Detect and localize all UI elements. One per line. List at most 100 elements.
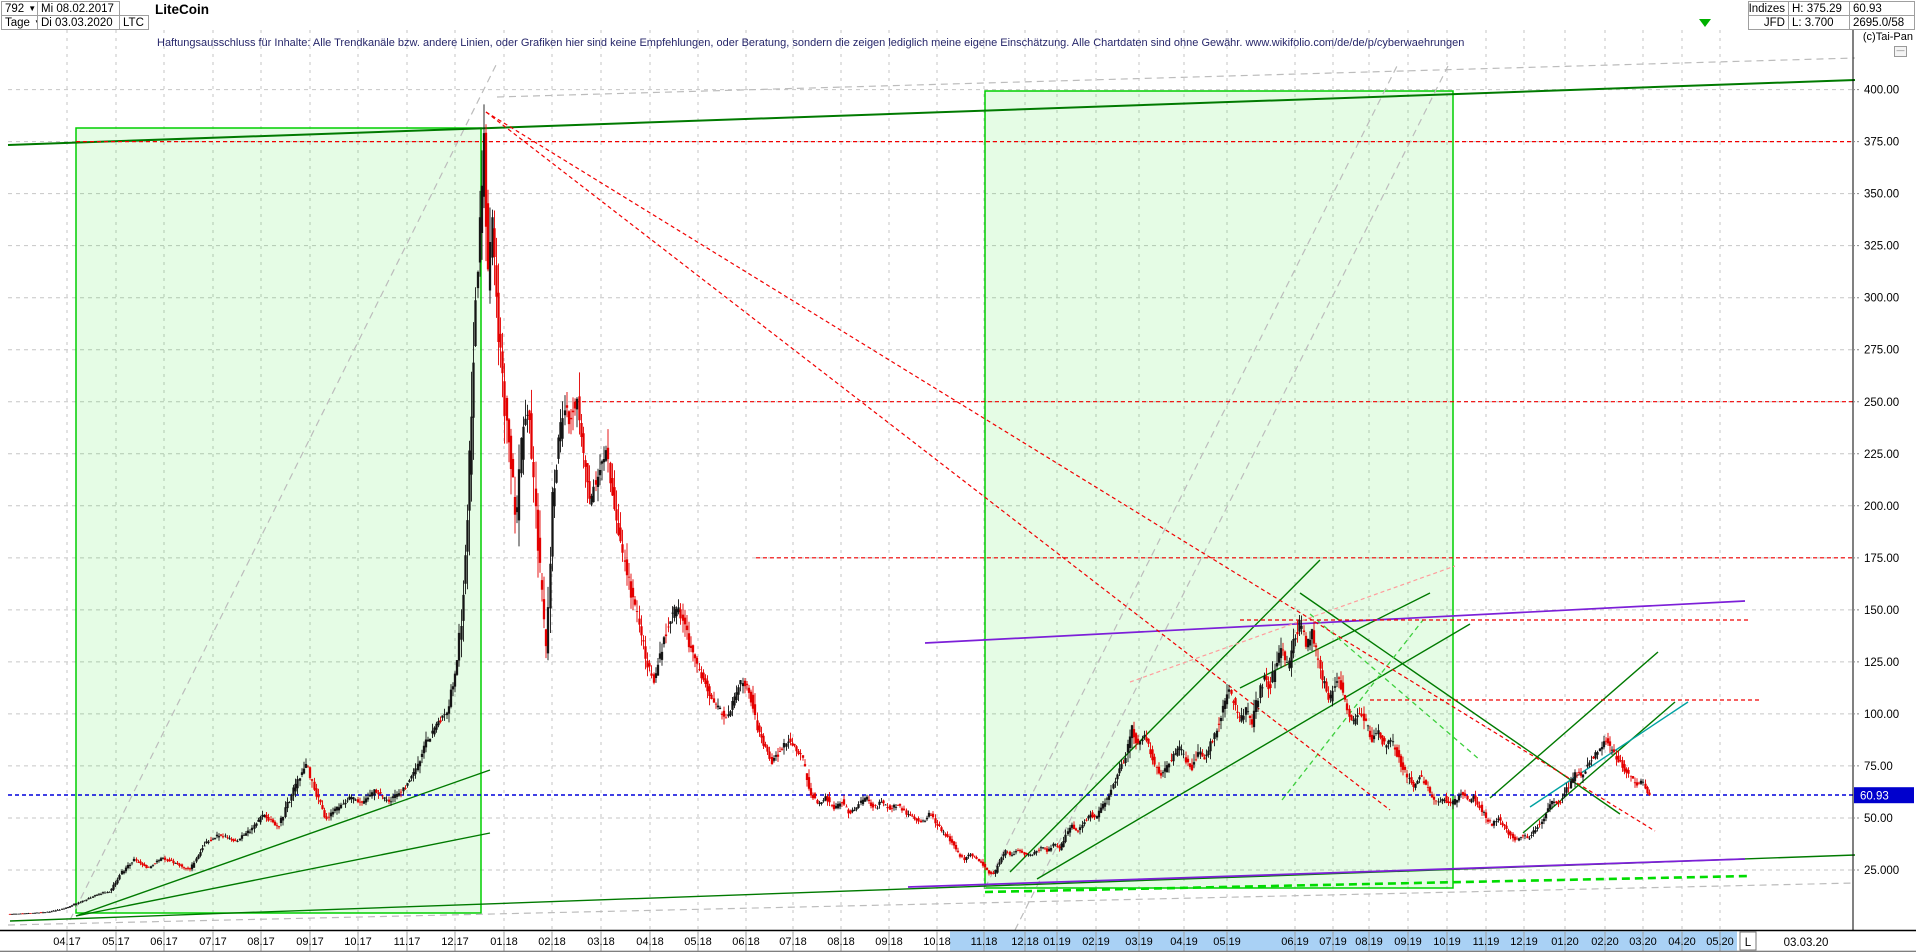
x-axis-label: 11.18 xyxy=(971,936,998,948)
x-axis-label: 08.19 xyxy=(1355,936,1383,948)
grid-lines xyxy=(8,30,1853,930)
y-axis-label: 325.00 xyxy=(1864,241,1899,253)
trend-line-cyan xyxy=(1529,701,1689,808)
y-axis-label: 250.00 xyxy=(1864,397,1899,409)
x-axis-label: 07.17 xyxy=(199,936,227,948)
date-range-highlight xyxy=(950,931,1737,951)
y-axis-label: 75.00 xyxy=(1864,761,1893,773)
x-axis-label: 04.17 xyxy=(53,936,81,948)
y-axis-label: 400.00 xyxy=(1864,85,1899,97)
chevron-down-icon: ▼ xyxy=(28,4,37,13)
x-axis-label: 09.18 xyxy=(875,936,903,948)
trend-channel-boxes xyxy=(75,90,1454,914)
trend-lines xyxy=(7,57,1856,931)
x-axis-label: 12.19 xyxy=(1510,936,1538,948)
x-axis-label: 04.20 xyxy=(1668,936,1696,948)
x-axis-label: 03.19 xyxy=(1125,936,1153,948)
bars-count-value: 792 xyxy=(5,2,25,15)
x-axis-label: 12.18 xyxy=(1011,936,1039,948)
indices-label: Indizes xyxy=(1748,1,1789,16)
trend-line-gray xyxy=(984,65,1398,889)
x-axis-label: 03.18 xyxy=(587,936,615,948)
trend-line-green xyxy=(1036,623,1471,880)
y-axis-label: 125.00 xyxy=(1864,657,1899,669)
current-price-badge: 60.93 xyxy=(1854,787,1914,804)
trend-line-greenthick xyxy=(7,79,1856,146)
cursor-date-label: 03.03.20 xyxy=(1784,937,1829,949)
y-axis-label: 100.00 xyxy=(1864,709,1899,721)
trend-line-red xyxy=(485,111,1656,832)
y-axis-labels: 400.00 375.00 350.00 325.00 300.00 275.00 250.… xyxy=(1853,85,1899,877)
y-axis-label: 25.000 xyxy=(1864,865,1899,877)
y-axis-label: 175.00 xyxy=(1864,553,1899,565)
x-axis-label: 07.18 xyxy=(779,936,807,948)
trend-line-gray xyxy=(1014,65,1449,931)
x-axis-label: 10.17 xyxy=(344,936,372,948)
range-high: H: 375.29 xyxy=(1788,1,1850,16)
candlestick-series xyxy=(8,104,1651,915)
x-axis-label: 10.19 xyxy=(1433,936,1461,948)
x-axis-label: 04.18 xyxy=(636,936,664,948)
y-axis-label: 300.00 xyxy=(1864,293,1899,305)
x-axis-label: 05.18 xyxy=(684,936,712,948)
x-axis-label: 02.20 xyxy=(1591,936,1619,948)
x-axis-label: 09.19 xyxy=(1394,936,1422,948)
x-axis-label: 01.20 xyxy=(1551,936,1579,948)
y-axis-label: 150.00 xyxy=(1864,605,1899,617)
svg-text:60.93: 60.93 xyxy=(1860,791,1889,803)
copyright-label: (c)Tai-Pan xyxy=(1862,31,1913,43)
y-axis-label: 200.00 xyxy=(1864,501,1899,513)
svg-text:L: L xyxy=(1745,937,1752,949)
trend-line-red xyxy=(485,111,1391,811)
y-axis-label: 225.00 xyxy=(1864,449,1899,461)
range-low: L: 3.700 xyxy=(1788,15,1850,30)
x-axis-label: 01.18 xyxy=(490,936,518,948)
date-to-field[interactable]: Di 03.03.2020 xyxy=(37,15,120,30)
x-axis-label: 11.17 xyxy=(394,936,421,948)
instrument-title: LiteCoin xyxy=(155,2,209,17)
date-marker-triangle-icon xyxy=(1699,19,1711,27)
trend-line-lgreendash xyxy=(1281,619,1424,801)
x-axis-label: 11.19 xyxy=(1473,936,1500,948)
trend-line-limedash xyxy=(984,874,1751,894)
symbol-cell: LTC xyxy=(119,15,149,30)
x-axis-label: 06.18 xyxy=(732,936,760,948)
x-axis-label: 03.20 xyxy=(1629,936,1657,948)
trend-line-purple xyxy=(924,600,1746,644)
x-axis-label: 08.17 xyxy=(247,936,275,948)
trend-line-gray xyxy=(69,62,498,921)
x-axis-label: 02.18 xyxy=(538,936,566,948)
x-axis-label: 06.17 xyxy=(150,936,178,948)
x-axis-label: 05.20 xyxy=(1706,936,1734,948)
trend-line-salmon xyxy=(1129,565,1456,683)
period-dropdown[interactable]: Tage ▼ xyxy=(1,15,42,30)
x-axis-label: 12.17 xyxy=(441,936,469,948)
period-value: Tage xyxy=(5,16,30,29)
trend-line-purple xyxy=(907,858,1746,888)
y-axis-label: 50.00 xyxy=(1864,813,1893,825)
trend-line-lgreendash xyxy=(1309,613,1481,761)
y-axis-label: 350.00 xyxy=(1864,189,1899,201)
x-axis-label: 09.17 xyxy=(296,936,324,948)
x-axis-label: 07.19 xyxy=(1319,936,1347,948)
x-axis-label: 08.18 xyxy=(827,936,855,948)
y-axis-label: 375.00 xyxy=(1864,137,1899,149)
x-axis-label: 04.19 xyxy=(1170,936,1198,948)
minimize-icon[interactable]: — xyxy=(1894,46,1907,57)
x-axis-label: 10.18 xyxy=(923,936,951,948)
x-axis-label: 05.17 xyxy=(102,936,130,948)
disclaimer-text: Haftungsausschluss für Inhalte: Alle Tre… xyxy=(157,37,1465,49)
cursor-marker-button[interactable]: L xyxy=(1739,931,1757,951)
trend-line-gray xyxy=(496,57,1856,98)
x-axis-label: 05.19 xyxy=(1213,936,1241,948)
date-from-field[interactable]: Mi 08.02.2017 xyxy=(37,1,120,16)
trend-line-green xyxy=(1009,559,1321,873)
trend-line-green xyxy=(75,832,491,917)
trend-line-green xyxy=(1489,651,1659,799)
y-axis-label: 275.00 xyxy=(1864,345,1899,357)
x-axis-label: 02.19 xyxy=(1082,936,1110,948)
volume-info-cell: 2695.0/58 xyxy=(1849,15,1915,30)
trend-line-gray xyxy=(7,882,1856,926)
